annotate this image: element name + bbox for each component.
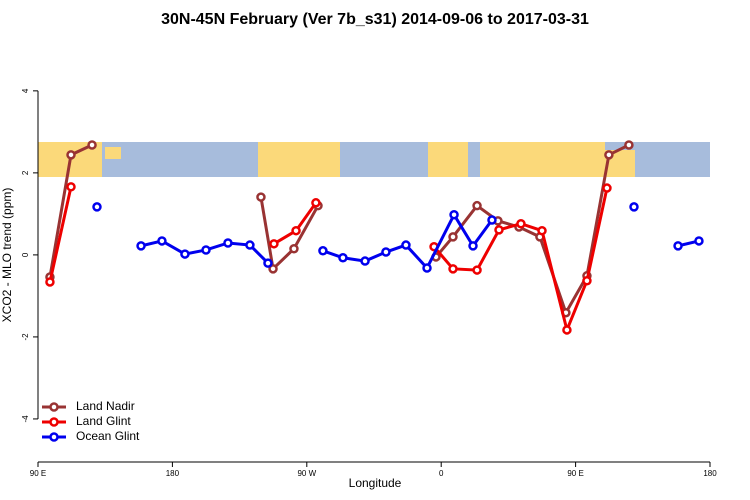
legend-marker bbox=[49, 432, 59, 442]
legend-marker bbox=[49, 417, 59, 427]
data-point bbox=[422, 263, 432, 273]
x-tick-label: 0 bbox=[439, 469, 444, 478]
data-point bbox=[223, 238, 233, 248]
x-tick-label: 90 E bbox=[30, 469, 46, 478]
data-point bbox=[401, 240, 411, 250]
data-point bbox=[494, 225, 504, 235]
x-tick-label: 180 bbox=[166, 469, 180, 478]
data-point bbox=[66, 150, 76, 160]
data-point bbox=[694, 236, 704, 246]
data-point bbox=[263, 258, 273, 268]
data-point bbox=[604, 150, 614, 160]
data-point bbox=[136, 241, 146, 251]
data-point bbox=[673, 241, 683, 251]
x-tick-label: 180 bbox=[703, 469, 717, 478]
data-point bbox=[92, 202, 102, 212]
data-point bbox=[338, 253, 348, 263]
data-point bbox=[381, 247, 391, 257]
land bbox=[258, 142, 340, 177]
data-point bbox=[268, 264, 278, 274]
x-axis-label: Longitude bbox=[349, 476, 402, 490]
x-tick-label: 90 W bbox=[297, 469, 316, 478]
data-point bbox=[487, 215, 497, 225]
y-tick-label: 0 bbox=[21, 252, 30, 257]
y-tick-label: 4 bbox=[21, 88, 30, 93]
data-point bbox=[516, 218, 526, 229]
data-point bbox=[629, 202, 639, 212]
data-point bbox=[201, 245, 211, 255]
legend-marker bbox=[49, 402, 59, 412]
data-point bbox=[245, 240, 255, 250]
data-point bbox=[468, 241, 478, 251]
land bbox=[480, 142, 605, 177]
data-point bbox=[582, 275, 592, 286]
data-point bbox=[87, 140, 97, 150]
y-tick-label: 2 bbox=[21, 170, 30, 175]
data-point bbox=[472, 200, 482, 211]
data-point bbox=[291, 225, 301, 236]
y-tick-label: -4 bbox=[21, 415, 30, 423]
data-point bbox=[256, 192, 266, 202]
y-axis-label: XCO2 - MLO trend (ppm) bbox=[0, 188, 14, 323]
data-point bbox=[537, 225, 547, 236]
chart-title: 30N-45N February (Ver 7b_s31) 2014-09-06… bbox=[161, 11, 589, 28]
data-point bbox=[311, 198, 321, 208]
data-point bbox=[66, 182, 76, 192]
data-point bbox=[289, 243, 299, 254]
data-point bbox=[448, 232, 458, 242]
data-point bbox=[562, 325, 572, 335]
data-point bbox=[180, 249, 190, 259]
data-point bbox=[472, 265, 482, 275]
land bbox=[105, 147, 121, 159]
land bbox=[428, 142, 468, 177]
legend-label: Land Glint bbox=[76, 414, 131, 428]
data-point bbox=[449, 209, 459, 220]
data-point bbox=[602, 183, 612, 193]
data-point bbox=[624, 140, 634, 150]
data-point bbox=[269, 239, 279, 249]
data-point bbox=[45, 277, 55, 287]
legend-label: Ocean Glint bbox=[76, 429, 140, 443]
data-point bbox=[157, 236, 167, 246]
data-point bbox=[448, 264, 458, 274]
data-point bbox=[360, 256, 370, 266]
legend-label: Land Nadir bbox=[76, 399, 135, 413]
x-tick-label: 90 E bbox=[567, 469, 583, 478]
series-line bbox=[48, 186, 609, 335]
y-tick-label: -2 bbox=[21, 333, 30, 341]
data-point bbox=[318, 246, 328, 256]
